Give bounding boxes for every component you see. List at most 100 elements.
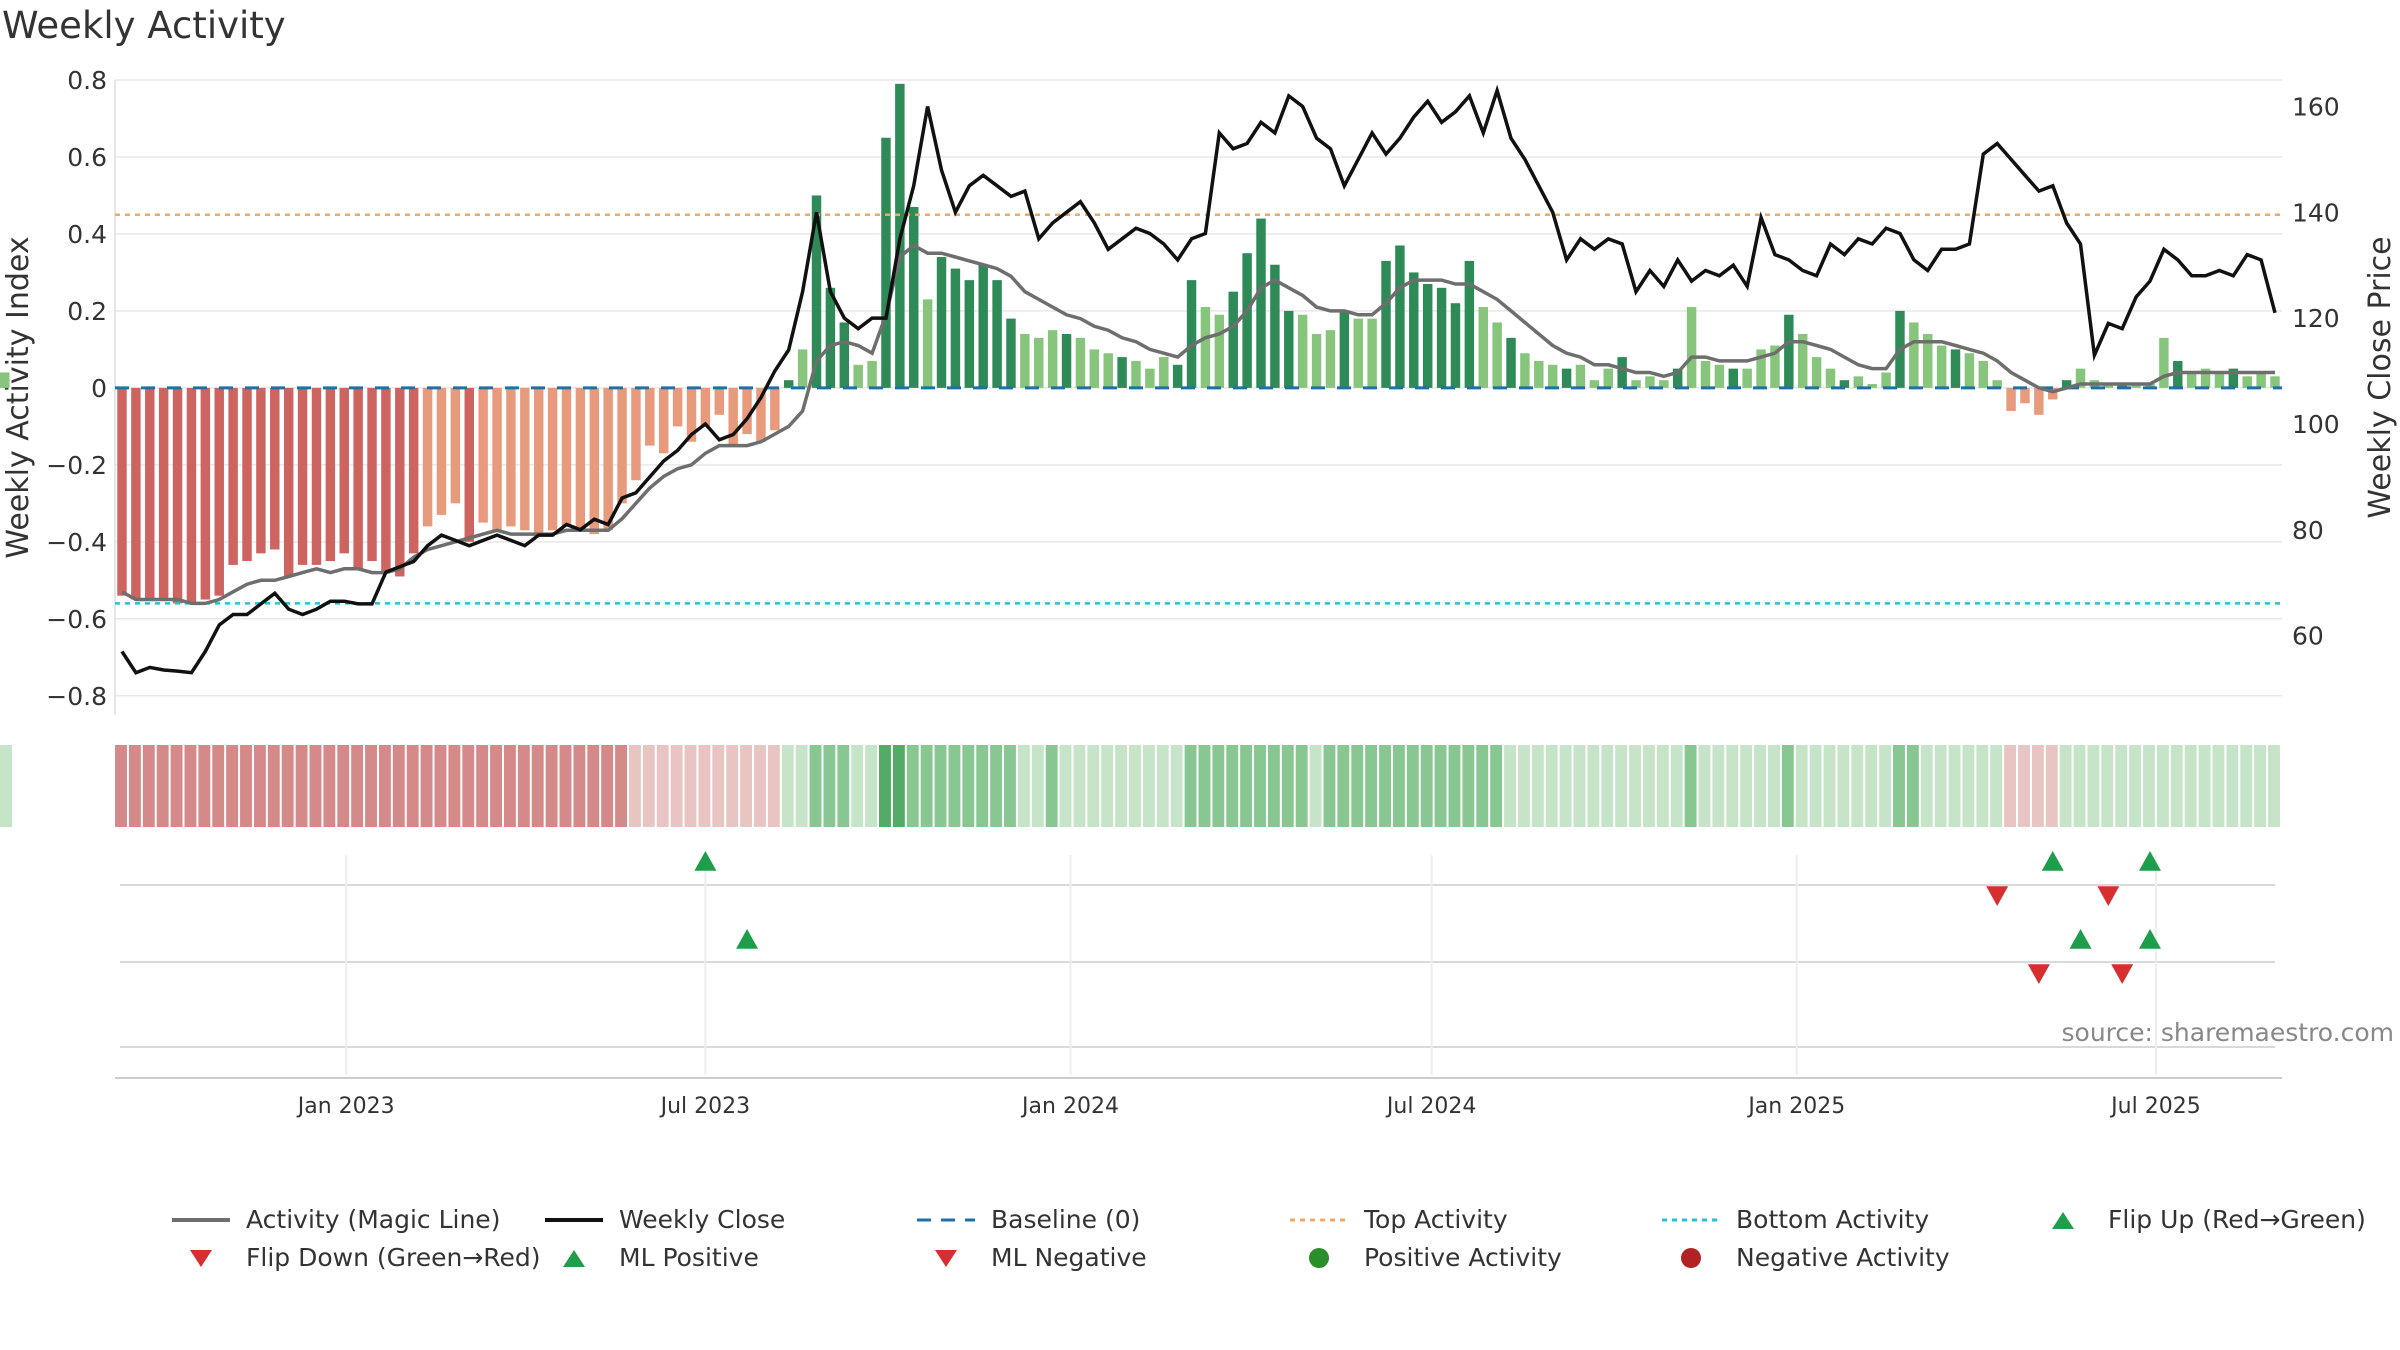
activity-bar — [1506, 337, 1516, 388]
activity-tile — [1337, 745, 1350, 827]
activity-bar — [1923, 334, 1933, 388]
legend: Activity (Magic Line) Weekly Close Baselin… — [150, 1205, 2400, 1295]
activity-bar — [2242, 376, 2252, 388]
x-tick-label: Jul 2025 — [2109, 1094, 2201, 1119]
x-tick-label: Jul 2024 — [1385, 1094, 1477, 1119]
activity-bar — [1756, 349, 1766, 388]
activity-tile — [1254, 745, 1266, 827]
y-tick-label: −0.4 — [46, 528, 107, 557]
y2-tick-label: 100 — [2292, 410, 2340, 439]
activity-tile — [2087, 745, 2100, 827]
activity-bar — [1825, 368, 1836, 388]
activity-tile — [587, 745, 600, 827]
activity-bar — [797, 349, 808, 388]
activity-tile — [142, 745, 155, 827]
activity-tile — [2018, 745, 2030, 827]
activity-tile — [990, 745, 1003, 827]
activity-tile — [1740, 745, 1753, 827]
activity-bar — [770, 387, 780, 431]
activity-tile — [337, 745, 350, 827]
activity-tile — [1420, 745, 1433, 827]
activity-bar — [395, 387, 405, 577]
activity-tile — [1698, 745, 1711, 827]
activity-bar — [436, 387, 447, 515]
activity-bar — [1589, 380, 1600, 388]
activity-bar — [1672, 368, 1683, 388]
activity-bar — [1478, 307, 1488, 388]
activity-bar — [2061, 380, 2072, 388]
activity-tile — [740, 745, 753, 827]
activity-tile — [1879, 745, 1892, 827]
activity-bar — [353, 387, 363, 569]
activity-bar — [1964, 353, 1975, 388]
triangle-down-legend-icon — [935, 1249, 957, 1267]
weekly-activity-chart: −0.8 −0.6 −0.4 −0.2 0 0.2 0.4 0.6 0.8 60 80 100 120 1… — [0, 66, 2398, 1119]
activity-tile — [892, 745, 905, 827]
activity-bar — [1089, 349, 1100, 388]
activity-tile — [1990, 745, 2003, 827]
activity-bar — [2034, 387, 2044, 415]
activity-bar — [2159, 337, 2169, 388]
activity-bar — [2131, 384, 2141, 388]
activity-tile — [170, 745, 183, 827]
activity-bar — [1561, 368, 1572, 388]
activity-bar — [1256, 218, 1266, 388]
activity-bar — [909, 207, 919, 388]
triangle-down-legend-icon — [190, 1249, 212, 1267]
legend-label: Negative Activity — [1736, 1243, 1950, 1272]
y-tick-label: 0.6 — [67, 143, 107, 172]
activity-tile — [2059, 745, 2072, 827]
activity-bar — [2214, 372, 2225, 388]
activity-tile — [2129, 745, 2142, 827]
activity-bar — [1798, 334, 1808, 388]
activity-bar — [714, 387, 725, 415]
activity-bar — [1131, 360, 1141, 388]
activity-bar — [1353, 318, 1363, 388]
activity-bar — [1061, 334, 1072, 388]
activity-bar — [589, 387, 599, 535]
activity-tile — [1240, 745, 1253, 827]
activity-bar — [978, 264, 988, 388]
ml-positive-marker — [2069, 929, 2092, 949]
activity-bar — [186, 387, 197, 604]
legend-label: ML Positive — [619, 1243, 759, 1272]
activity-tile — [2101, 745, 2114, 827]
activity-tile — [1865, 745, 1878, 827]
activity-tile — [1573, 745, 1586, 827]
activity-bar — [270, 387, 280, 550]
activity-tile — [1559, 745, 1572, 827]
activity-bar — [2256, 372, 2266, 388]
dot-line-legend-icon — [1290, 1218, 1348, 1221]
activity-tile — [712, 745, 725, 827]
x-tick-label: Jul 2023 — [659, 1094, 751, 1119]
activity-bar — [242, 387, 252, 562]
legend-label: Bottom Activity — [1736, 1205, 1930, 1234]
activity-bar — [1172, 364, 1183, 388]
legend-label: ML Negative — [991, 1243, 1147, 1272]
activity-tile — [1490, 745, 1503, 827]
activity-bar — [1659, 380, 1669, 388]
activity-tile — [1448, 745, 1461, 827]
activity-tile — [2226, 745, 2239, 827]
activity-bar — [2103, 384, 2114, 388]
activity-bar — [1117, 357, 1127, 388]
activity-tile — [198, 745, 211, 827]
activity-bar — [1784, 314, 1794, 388]
activity-bar — [1728, 368, 1739, 388]
activity-tile — [1934, 745, 1947, 827]
activity-bar — [228, 387, 238, 565]
activity-tile — [2198, 745, 2211, 827]
activity-tile — [545, 745, 558, 827]
activity-bar — [1284, 310, 1294, 388]
activity-bar — [381, 387, 391, 573]
activity-bar — [1214, 314, 1225, 388]
activity-tile — [1851, 745, 1864, 827]
activity-tile — [865, 745, 878, 827]
activity-bar — [297, 387, 308, 565]
activity-bar — [367, 387, 377, 562]
activity-bar — [784, 380, 794, 388]
activity-tile — [1281, 745, 1294, 827]
activity-bar — [1992, 380, 2002, 388]
activity-tile — [1948, 745, 1961, 827]
activity-bar — [2228, 368, 2239, 388]
